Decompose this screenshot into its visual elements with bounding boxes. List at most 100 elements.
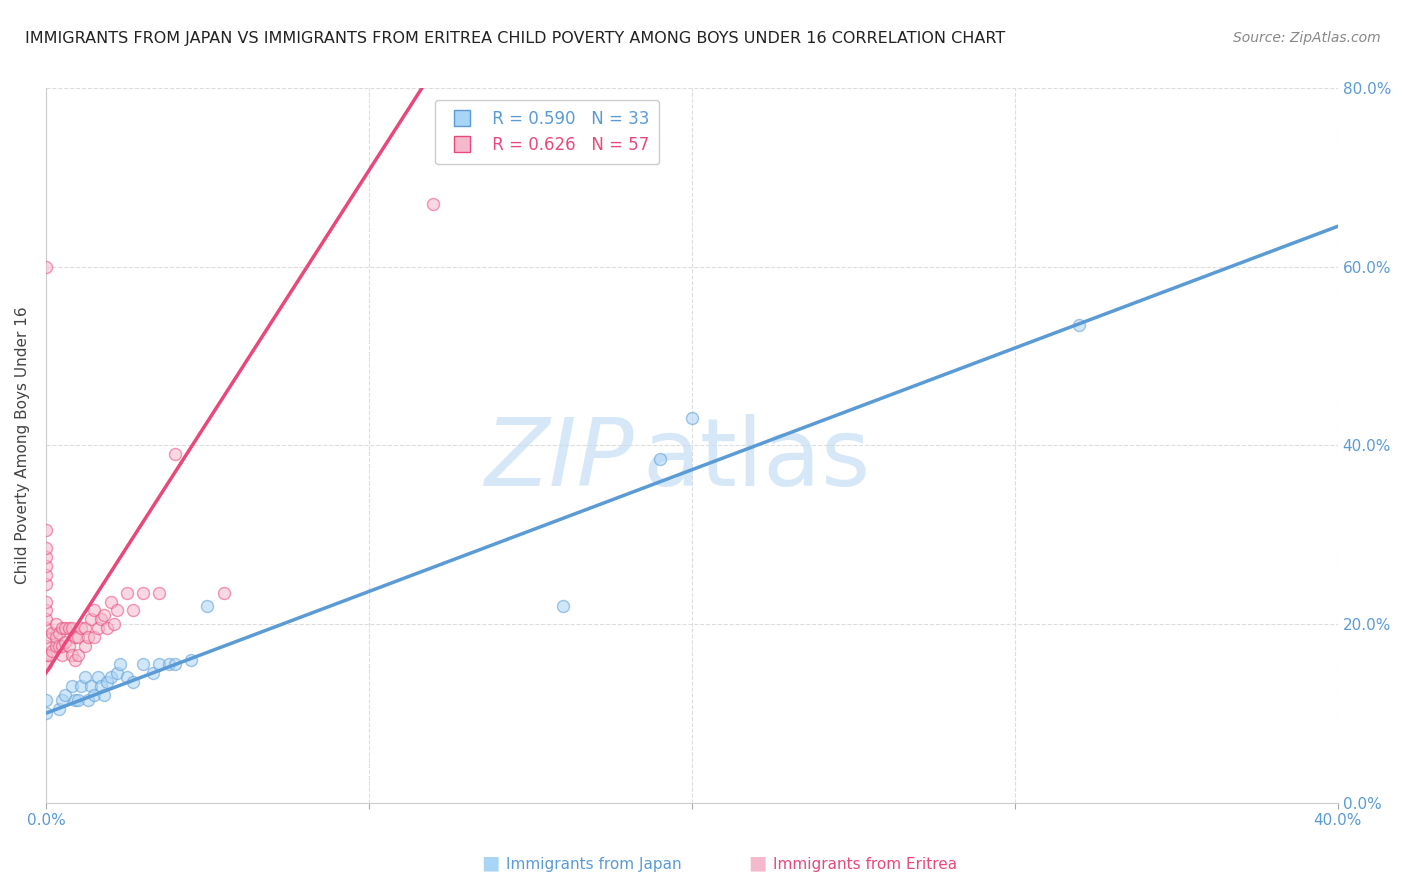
Point (551, 599, 574, 613)
Point (35, 594, 58, 608)
Text: atlas: atlas (643, 414, 870, 506)
Point (73, 670, 96, 684)
Text: ■: ■ (748, 854, 766, 872)
Point (96, 674, 118, 689)
Point (90, 680, 112, 694)
Point (35, 541, 58, 555)
Point (35, 648, 58, 662)
Point (60, 621, 83, 635)
Point (60, 648, 83, 662)
Point (80, 612, 103, 626)
Point (48, 625, 70, 640)
Point (53, 689, 76, 703)
Point (83, 603, 105, 617)
Point (38, 648, 60, 662)
Point (115, 670, 138, 684)
Point (51, 621, 73, 635)
Point (70, 621, 93, 635)
Point (67, 648, 90, 662)
Point (93, 607, 115, 622)
Point (83, 689, 105, 703)
Point (148, 585, 170, 599)
Point (51, 639, 73, 653)
Point (86, 670, 108, 684)
Point (58, 621, 80, 635)
Point (58, 639, 80, 653)
Point (80, 680, 103, 694)
Legend:  R = 0.590   N = 33,  R = 0.626   N = 57: R = 0.590 N = 33, R = 0.626 N = 57 (436, 100, 659, 164)
Point (96, 621, 118, 635)
Point (212, 585, 235, 599)
Point (41, 625, 63, 640)
Point (35, 657, 58, 671)
Point (105, 603, 128, 617)
Point (197, 599, 219, 613)
Point (141, 665, 163, 680)
Point (132, 657, 155, 671)
Point (86, 621, 108, 635)
Point (45, 616, 67, 631)
Point (51, 648, 73, 662)
Point (103, 616, 125, 631)
Point (45, 639, 67, 653)
Point (1069, 318, 1091, 332)
Point (35, 260, 58, 274)
Point (77, 630, 100, 644)
Point (63, 693, 86, 707)
Point (35, 558, 58, 573)
Point (67, 693, 90, 707)
Point (35, 621, 58, 635)
Point (53, 621, 76, 635)
Point (60, 680, 83, 694)
Point (157, 657, 180, 671)
Point (70, 680, 93, 694)
Text: ■: ■ (481, 854, 499, 872)
Point (51, 693, 73, 707)
Point (100, 594, 122, 608)
Point (35, 639, 58, 653)
Point (63, 652, 86, 666)
Point (132, 585, 155, 599)
Point (35, 630, 58, 644)
Point (93, 689, 115, 703)
Text: ZIP: ZIP (484, 414, 634, 505)
Point (35, 567, 58, 582)
Point (165, 657, 187, 671)
Point (422, 197, 444, 211)
Point (35, 612, 58, 626)
Point (63, 630, 86, 644)
Point (77, 693, 100, 707)
Text: Immigrants from Eritrea: Immigrants from Eritrea (773, 857, 957, 872)
Point (110, 657, 132, 671)
Point (73, 621, 96, 635)
Point (35, 706, 58, 721)
Point (122, 603, 145, 617)
Point (35, 603, 58, 617)
Point (41, 643, 63, 657)
Point (53, 634, 76, 648)
Point (648, 451, 671, 466)
Point (83, 630, 105, 644)
Text: Immigrants from Japan: Immigrants from Japan (506, 857, 682, 872)
Point (148, 657, 170, 671)
Point (67, 630, 90, 644)
Point (122, 674, 145, 689)
Point (73, 639, 96, 653)
Point (90, 612, 112, 626)
Point (45, 630, 67, 644)
Point (35, 549, 58, 564)
Point (180, 652, 202, 666)
Y-axis label: Child Poverty Among Boys Under 16: Child Poverty Among Boys Under 16 (15, 306, 30, 584)
Point (35, 523, 58, 537)
Point (681, 411, 703, 425)
Point (100, 670, 122, 684)
Point (105, 665, 128, 680)
Point (48, 702, 70, 716)
Text: Source: ZipAtlas.com: Source: ZipAtlas.com (1233, 31, 1381, 45)
Point (165, 447, 187, 461)
Text: IMMIGRANTS FROM JAPAN VS IMMIGRANTS FROM ERITREA CHILD POVERTY AMONG BOYS UNDER : IMMIGRANTS FROM JAPAN VS IMMIGRANTS FROM… (25, 31, 1005, 46)
Point (48, 639, 70, 653)
Point (115, 585, 138, 599)
Point (35, 693, 58, 707)
Point (35, 576, 58, 591)
